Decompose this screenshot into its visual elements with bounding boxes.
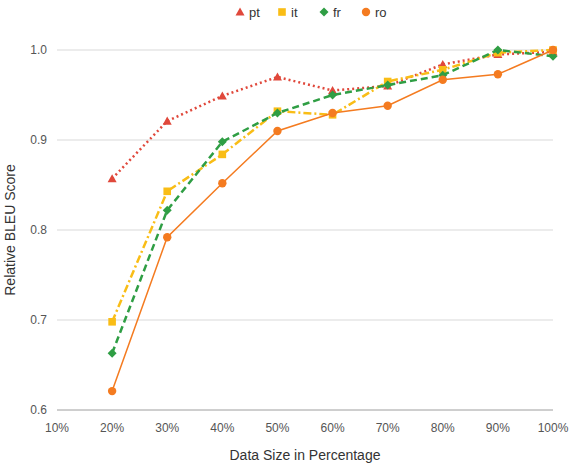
data-point <box>439 76 447 84</box>
data-point <box>218 91 227 99</box>
data-point <box>108 349 117 358</box>
grid-line <box>57 50 553 51</box>
y-tick-label: 0.9 <box>30 133 47 147</box>
y-tick-label: 0.6 <box>30 403 47 417</box>
x-tick-label: 100% <box>538 421 569 435</box>
grid-line <box>57 410 553 411</box>
data-point <box>328 109 336 117</box>
legend-marker <box>320 8 329 17</box>
data-point <box>383 102 391 110</box>
y-tick-label: 0.8 <box>30 223 47 237</box>
data-point <box>108 174 117 182</box>
grid-line <box>57 140 553 141</box>
data-point <box>219 151 227 159</box>
x-tick-label: 40% <box>210 421 234 435</box>
series-line <box>112 50 553 353</box>
data-point <box>549 46 557 54</box>
grid-line <box>57 320 553 321</box>
data-point <box>273 127 281 135</box>
series-line <box>112 50 553 391</box>
legend-marker <box>236 8 245 16</box>
data-point <box>163 206 172 215</box>
legend-marker <box>362 8 370 16</box>
data-point <box>108 387 116 395</box>
x-tick-label: 80% <box>431 421 455 435</box>
data-point <box>163 233 171 241</box>
legend-marker <box>278 8 286 16</box>
data-point <box>273 73 282 81</box>
data-point <box>218 137 227 146</box>
chart: 0.6 0.7 0.8 0.9 1.0 10% 20% 30% 40% 50% 60% 70% 80% 9… <box>0 0 570 466</box>
legend-label: fr <box>333 5 342 20</box>
series-line <box>112 50 553 322</box>
data-point <box>383 81 392 90</box>
data-point <box>108 318 116 326</box>
data-point <box>494 70 502 78</box>
y-tick-label: 0.7 <box>30 313 47 327</box>
x-tick-label: 50% <box>265 421 289 435</box>
data-point <box>273 109 282 118</box>
x-tick-label: 10% <box>45 421 69 435</box>
data-point <box>549 46 557 54</box>
y-tick-label: 1.0 <box>30 43 47 57</box>
data-point <box>328 91 337 100</box>
x-tick-label: 20% <box>100 421 124 435</box>
legend: pt it fr ro <box>236 5 387 20</box>
legend-label: pt <box>249 5 260 20</box>
grid <box>57 50 553 410</box>
data-point <box>493 46 502 55</box>
x-tick-label: 90% <box>486 421 510 435</box>
data-point <box>218 179 226 187</box>
y-axis-label: Relative BLEU Score <box>2 164 18 296</box>
data-point <box>163 188 171 196</box>
plot-area <box>108 46 558 396</box>
x-tick-label: 60% <box>321 421 345 435</box>
series-line <box>112 52 553 179</box>
x-tick-label: 70% <box>376 421 400 435</box>
legend-label: ro <box>375 5 387 20</box>
data-point <box>163 117 172 125</box>
x-tick-label: 30% <box>155 421 179 435</box>
grid-line <box>57 230 553 231</box>
x-axis-label: Data Size in Percentage <box>230 447 381 463</box>
legend-label: it <box>291 5 298 20</box>
